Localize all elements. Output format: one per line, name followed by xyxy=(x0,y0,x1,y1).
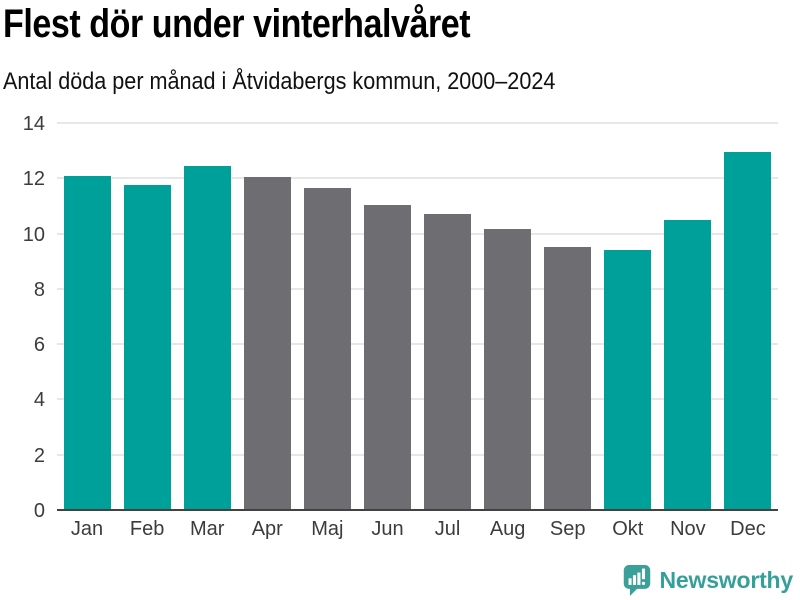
bar-maj xyxy=(303,187,351,510)
branding: Newsworthy xyxy=(622,564,793,597)
y-tick-label-14: 14 xyxy=(22,113,45,135)
bar-okt xyxy=(604,250,652,510)
x-tick-label-apr: Apr xyxy=(251,518,283,540)
x-tick-label-nov: Nov xyxy=(670,518,706,540)
bar-mar xyxy=(183,165,231,510)
x-tick-label-sep: Sep xyxy=(549,518,586,540)
bar-feb xyxy=(123,185,171,510)
y-tick-label-10: 10 xyxy=(22,223,45,246)
bar-sep xyxy=(544,247,592,510)
x-axis-line xyxy=(57,509,778,511)
x-tick-label-aug: Aug xyxy=(489,518,526,540)
bar-nov xyxy=(664,219,712,510)
x-tick-label-dec: Dec xyxy=(730,518,766,540)
x-tick-label-okt: Okt xyxy=(612,518,644,540)
newsworthy-logo-icon xyxy=(623,565,650,596)
gridline-12 xyxy=(57,177,778,180)
x-tick-label-mar: Mar xyxy=(189,518,225,540)
gridline-8 xyxy=(57,287,778,290)
y-tick-label-4: 4 xyxy=(33,389,45,412)
gridline-4 xyxy=(57,398,778,401)
bar-aug xyxy=(484,229,532,510)
x-tick-label-jun: Jun xyxy=(371,518,404,540)
gridline-2 xyxy=(57,453,778,456)
bar-jun xyxy=(363,204,411,510)
y-tick-label-0: 0 xyxy=(33,500,45,522)
y-tick-label-6: 6 xyxy=(33,334,45,357)
gridline-14 xyxy=(57,122,778,124)
gridline-6 xyxy=(57,343,778,346)
newsworthy-logo-text: Newsworthy xyxy=(659,567,794,593)
x-tick-label-feb: Feb xyxy=(129,518,165,540)
y-tick-label-8: 8 xyxy=(33,278,45,301)
gridline-10 xyxy=(57,232,778,235)
x-tick-label-maj: Maj xyxy=(311,518,344,540)
x-axis: Jan Feb Mar Apr Maj Jun Jul Aug Sep Okt Nov Dec xyxy=(57,518,778,548)
y-tick-label-2: 2 xyxy=(33,444,45,467)
bar-apr xyxy=(243,176,291,510)
x-tick-label-jan: Jan xyxy=(70,518,104,540)
y-axis: 0 2 4 6 8 10 12 14 xyxy=(0,0,45,600)
bar-jul xyxy=(424,214,472,510)
bar-jan xyxy=(63,175,111,510)
y-tick-label-12: 12 xyxy=(22,168,45,191)
chart-title: Flest dör under vinterhalvåret xyxy=(3,2,471,46)
x-tick-label-jul: Jul xyxy=(434,518,461,540)
plot-area xyxy=(57,122,778,511)
chart-subtitle: Antal döda per månad i Åtvidabergs kommu… xyxy=(3,68,556,95)
bar-dec xyxy=(724,152,772,510)
